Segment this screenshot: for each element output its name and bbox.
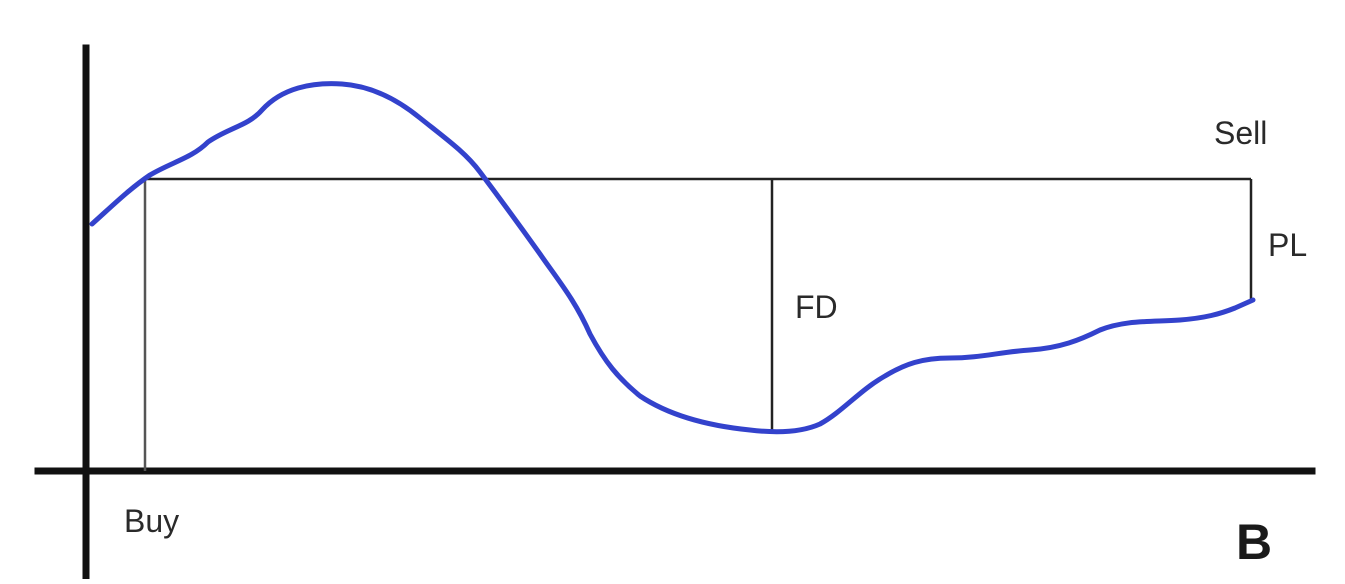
fd-label: FD [795, 289, 838, 325]
sell-label: Sell [1214, 115, 1267, 151]
panel-label: B [1236, 514, 1272, 570]
buy-label: Buy [124, 503, 179, 539]
price-curve [89, 81, 1256, 435]
pl-label: PL [1268, 227, 1307, 263]
